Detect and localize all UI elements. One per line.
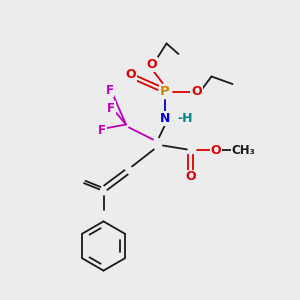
Text: -H: -H bbox=[178, 112, 193, 125]
Text: N: N bbox=[160, 112, 170, 125]
Text: O: O bbox=[146, 58, 157, 71]
Text: F: F bbox=[107, 101, 115, 115]
Text: CH₃: CH₃ bbox=[232, 143, 256, 157]
Text: P: P bbox=[160, 85, 170, 98]
Text: O: O bbox=[191, 85, 202, 98]
Text: F: F bbox=[98, 124, 106, 137]
Text: F: F bbox=[106, 83, 113, 97]
Text: O: O bbox=[125, 68, 136, 82]
Text: O: O bbox=[211, 143, 221, 157]
Text: O: O bbox=[185, 170, 196, 184]
